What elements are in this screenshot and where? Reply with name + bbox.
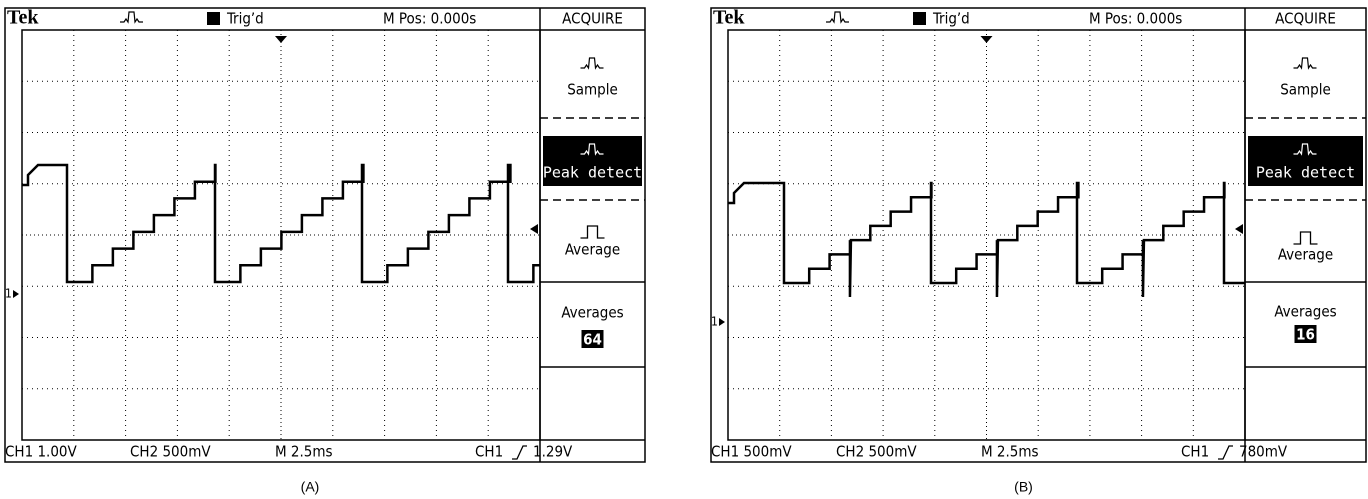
brand: Tek <box>713 7 745 29</box>
menu-title: ACQUIRE <box>562 10 623 28</box>
ch1-label: 1 <box>711 315 718 329</box>
position: M Pos: 0.000s <box>1089 10 1182 28</box>
trigger-position-marker <box>981 36 993 43</box>
trigger-status: Trig’d <box>226 10 264 28</box>
waveform <box>728 183 1245 297</box>
average-icon <box>1294 232 1318 244</box>
trigger-status: Trig’d <box>932 10 970 28</box>
pulse-icon <box>1294 58 1317 68</box>
menu-item-selected: Peak detect <box>543 164 642 182</box>
ch1-marker <box>719 318 725 326</box>
screen <box>5 8 645 462</box>
scope-panel: Tek Trig’d M Pos: 0.000s ACQUIRE 1 Sample Peak… <box>711 7 1366 495</box>
trigger-level: 1.29V <box>533 443 573 461</box>
ch1-scale: CH1 500mV <box>711 443 792 461</box>
trigger-level: 780mV <box>1239 443 1288 461</box>
caption: (A) <box>301 479 320 495</box>
average-icon <box>581 226 605 238</box>
caption: (B) <box>1014 479 1033 495</box>
ch2-scale: CH2 500mV <box>836 443 917 461</box>
menu-item: Sample <box>567 81 618 99</box>
trigger-level-marker <box>1235 224 1243 234</box>
trigger-icon <box>913 12 926 25</box>
menu-item: Averages <box>561 304 623 322</box>
slope-icon <box>1218 446 1233 459</box>
menu-value: 16 <box>1296 326 1315 344</box>
position: M Pos: 0.000s <box>383 10 476 28</box>
time-scale: M 2.5ms <box>275 443 333 461</box>
time-scale: M 2.5ms <box>981 443 1039 461</box>
menu-item: Sample <box>1280 81 1331 99</box>
ch2-scale: CH2 500mV <box>130 443 211 461</box>
trigger-level-marker <box>530 224 538 234</box>
menu-value: 64 <box>583 331 602 349</box>
scope-panel: Tek Trig’d M Pos: 0.000s ACQUIRE 1 Sample Peak… <box>5 7 645 495</box>
figure: Tek Trig’d M Pos: 0.000s ACQUIRE 1 Sample Peak… <box>0 0 1368 499</box>
menu-item: Average <box>565 241 620 259</box>
trigger-source: CH1 <box>475 443 503 461</box>
trigger-source: CH1 <box>1181 443 1209 461</box>
menu-title: ACQUIRE <box>1275 10 1336 28</box>
pulse-icon <box>120 12 143 22</box>
pulse-icon <box>581 58 604 68</box>
ch1-label: 1 <box>5 287 12 301</box>
menu-item: Averages <box>1274 303 1336 321</box>
brand: Tek <box>7 7 39 29</box>
ch1-scale: CH1 1.00V <box>5 443 77 461</box>
pulse-icon <box>826 12 849 22</box>
menu-item: Average <box>1278 246 1333 264</box>
ch1-marker <box>13 290 19 298</box>
trigger-position-marker <box>275 36 287 43</box>
menu-item-selected: Peak detect <box>1256 164 1355 182</box>
trigger-icon <box>207 12 220 25</box>
slope-icon <box>512 446 527 459</box>
